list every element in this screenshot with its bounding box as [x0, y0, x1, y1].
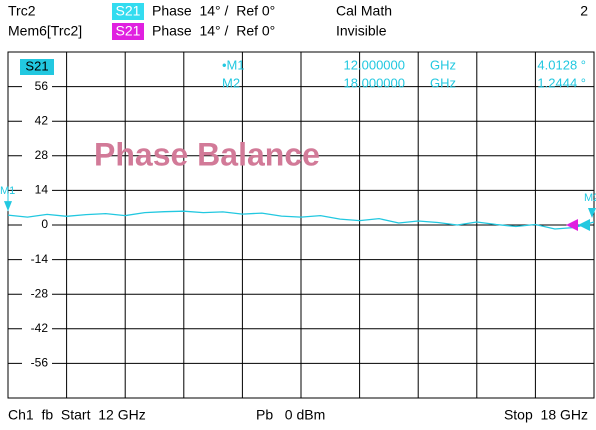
marker-stimulus: 12.000000	[344, 57, 405, 72]
memory-state: Invisible	[336, 23, 387, 39]
marker-flag	[588, 208, 596, 219]
plot-border	[7, 51, 595, 399]
tick-label-bg	[22, 287, 52, 302]
footer-power: Pb 0 dBm	[256, 407, 325, 423]
tick-label-bg	[22, 252, 52, 267]
tick-label-bg	[22, 114, 52, 129]
marker-flag-label: M1	[0, 185, 15, 197]
marker-value: 1.2444 °	[537, 75, 586, 90]
tick-label-bg	[22, 79, 52, 94]
tick-label-bg	[22, 183, 52, 198]
legend-label: S21	[25, 58, 48, 73]
footer-start: Ch1 fb Start 12 GHz	[8, 407, 146, 423]
y-tick-label: 42	[35, 113, 49, 127]
y-tick-label: -56	[31, 356, 49, 370]
y-tick-label: 28	[35, 148, 49, 162]
trace-name: Trc2	[8, 3, 36, 19]
trace-param: S21	[116, 3, 141, 19]
plot: 56 42 28 14 0 -14 -28 -42 -56 Phase Balance •M1 12.…	[0, 51, 596, 399]
memory-format: Phase 14° / Ref 0°	[152, 23, 275, 39]
marker-unit: GHz	[430, 57, 456, 72]
y-tick-label: 14	[35, 183, 49, 197]
tick-label-bg	[22, 148, 52, 163]
tick-label-bg	[22, 321, 52, 336]
trace-format: Phase 14° / Ref 0°	[152, 3, 275, 19]
marker-name: •M1	[222, 57, 245, 72]
marker-flag-label: M2	[584, 192, 596, 204]
footer-stop: Stop 18 GHz	[504, 407, 588, 423]
memory-param: S21	[116, 23, 141, 39]
y-tick-label: 0	[41, 217, 48, 231]
cal-state: Cal Math	[336, 3, 392, 19]
marker-unit: GHz	[430, 75, 456, 90]
chart-title: Phase Balance	[94, 136, 320, 172]
window-number: 2	[580, 3, 588, 19]
y-tick-label: 56	[35, 79, 49, 93]
marker-stimulus: 18.000000	[344, 75, 405, 90]
memory-name: Mem6[Trc2]	[8, 23, 82, 39]
marker-value: 4.0128 °	[537, 57, 586, 72]
tick-label-bg	[22, 356, 52, 371]
y-tick-label: -14	[31, 252, 49, 266]
legend-badge	[20, 59, 54, 75]
y-tick-label: -42	[31, 321, 49, 335]
trace-pointer	[578, 219, 590, 232]
marker-name: M2	[222, 75, 240, 90]
memory-pointer	[566, 219, 578, 232]
tick-label-bg	[22, 218, 52, 232]
y-tick-label: -28	[31, 286, 49, 300]
param-badge	[112, 23, 144, 40]
trace	[7, 210, 595, 230]
param-badge	[112, 3, 144, 20]
